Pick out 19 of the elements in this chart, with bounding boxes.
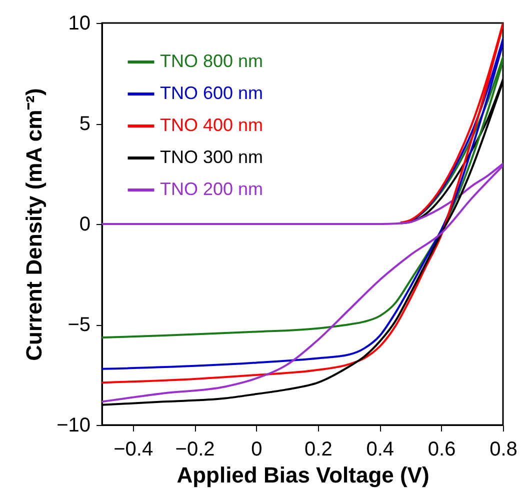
x-tick-label: 0.2 <box>304 438 332 460</box>
x-tick-label: 0.6 <box>428 438 456 460</box>
x-tick-label: 0 <box>251 438 262 460</box>
x-tick-label: −0.2 <box>175 438 215 460</box>
y-tick-label: 0 <box>79 214 90 236</box>
legend-label: TNO 400 nm <box>160 115 264 135</box>
x-tick-label: −0.4 <box>114 438 154 460</box>
y-tick-label: 10 <box>68 12 90 34</box>
legend-label: TNO 800 nm <box>160 51 264 71</box>
legend-label: TNO 200 nm <box>160 179 264 199</box>
x-tick-label: 0.4 <box>366 438 394 460</box>
y-tick-label: 5 <box>79 113 90 135</box>
y-tick-label: −10 <box>56 414 90 436</box>
x-axis-title: Applied Bias Voltage (V) <box>176 462 430 488</box>
y-axis-title: Current Density (mA cm⁻²) <box>22 88 47 361</box>
legend-label: TNO 600 nm <box>160 83 264 103</box>
y-tick-label: −5 <box>68 314 90 336</box>
legend-label: TNO 300 nm <box>160 147 264 167</box>
x-tick-label: 0.8 <box>490 438 518 460</box>
